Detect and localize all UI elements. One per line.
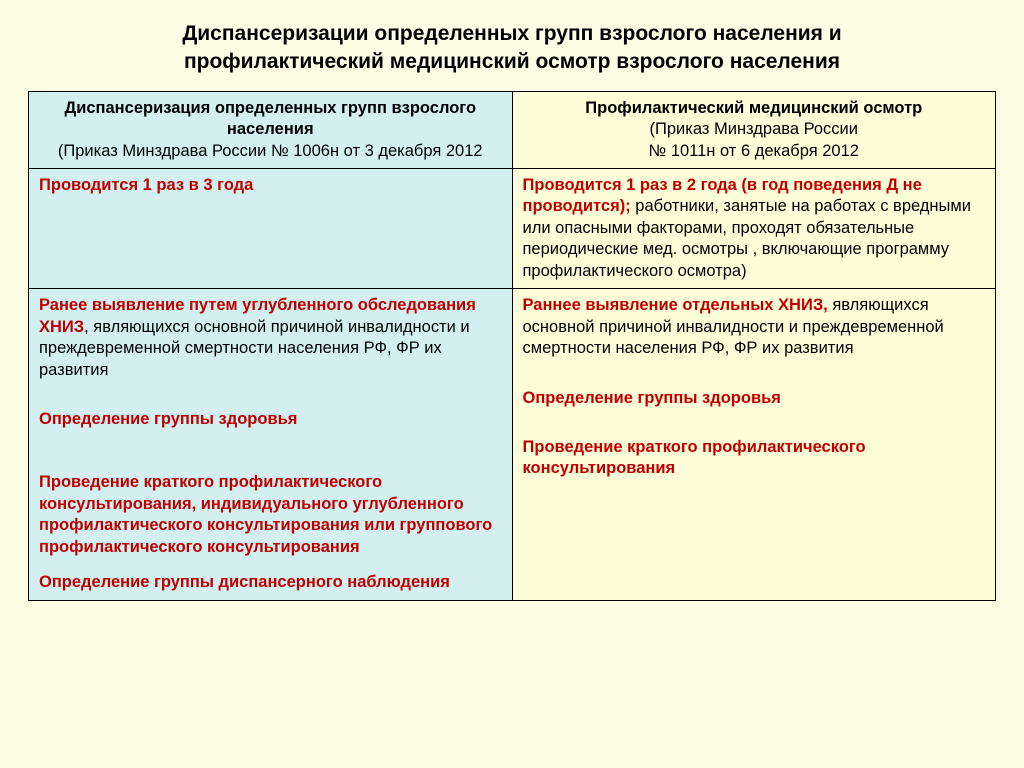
right-p2: Определение группы здоровья [523,389,781,407]
left-p1-black: , являющихся основной причиной инвалидно… [39,318,470,379]
details-right: Раннее выявление отдельных ХНИЗ, являющи… [512,289,996,600]
right-p3: Проведение краткого профилактического ко… [523,438,866,477]
header-right-plain-2: № 1011н от 6 декабря 2012 [649,142,859,160]
frequency-left: Проводится 1 раз в 3 года [29,169,513,289]
header-left-plain: (Приказ Минздрава России № 1006н от 3 де… [58,142,483,160]
comparison-table: Диспансеризация определенных групп взрос… [28,91,996,601]
left-p2: Определение группы здоровья [39,410,297,428]
header-right-plain-1: (Приказ Минздрава России [650,120,858,138]
title-line-1: Диспансеризации определенных групп взрос… [182,22,841,45]
title-line-2: профилактический медицинский осмотр взро… [184,50,840,73]
details-left: Ранее выявление путем углубленного обсле… [29,289,513,600]
header-left: Диспансеризация определенных групп взрос… [29,91,513,168]
header-right: Профилактический медицинский осмотр (При… [512,91,996,168]
left-p4: Определение группы диспансерного наблюде… [39,573,450,591]
page-title: Диспансеризации определенных групп взрос… [28,20,996,77]
right-p1-red: Раннее выявление отдельных ХНИЗ, [523,296,828,314]
header-right-bold: Профилактический медицинский осмотр [585,99,922,117]
table-row: Ранее выявление путем углубленного обсле… [29,289,996,600]
frequency-right: Проводится 1 раз в 2 года (в год поведен… [512,169,996,289]
table-row: Проводится 1 раз в 3 года Проводится 1 р… [29,169,996,289]
frequency-left-text: Проводится 1 раз в 3 года [39,176,253,194]
table-row: Диспансеризация определенных групп взрос… [29,91,996,168]
left-p3: Проведение краткого профилактического ко… [39,473,492,555]
header-left-bold: Диспансеризация определенных групп взрос… [64,99,476,138]
